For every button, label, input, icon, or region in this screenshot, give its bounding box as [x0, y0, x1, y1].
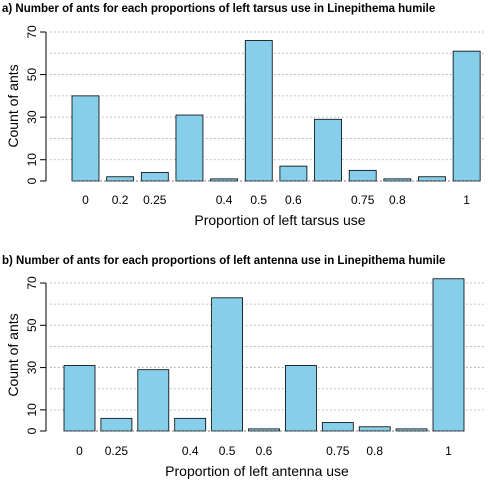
- panel-b-bar: [63, 365, 96, 432]
- panel-a-y-tick-label: 10: [25, 153, 39, 167]
- panel-b-y-tick-label: 50: [25, 318, 39, 332]
- panel-a-bar: [106, 176, 135, 182]
- panel-a-bar: [348, 169, 377, 182]
- panel-b-y-tick-label: 0: [25, 427, 39, 434]
- panel-b-bar: [321, 422, 354, 432]
- panel-a-x-tick-label: 0.2: [112, 193, 129, 207]
- panel-b-x-tick-label: 0.4: [182, 444, 199, 458]
- panel-a-y-tick-label: 70: [25, 25, 39, 39]
- panel-b-y-tick-label: 30: [25, 361, 39, 375]
- panel-b-x-tick-label: 0.25: [105, 444, 129, 458]
- panel-a-bar: [140, 172, 169, 182]
- panel-b-bar: [211, 297, 244, 432]
- panel-a-x-tick-label: 0.75: [351, 193, 375, 207]
- panel-b: b) Number of ants for each proportions o…: [2, 255, 485, 479]
- panel-b-y-tick-label: 70: [25, 276, 39, 290]
- panel-b-title: b) Number of ants for each proportions o…: [2, 255, 445, 267]
- panel-a: a) Number of ants for each proportions o…: [2, 3, 485, 228]
- panel-a-x-tick-label: 1: [463, 193, 470, 207]
- panel-a-bar: [452, 50, 481, 182]
- panel-a-x-tick-label: 0.5: [250, 193, 267, 207]
- panel-b-x-tick-label: 0.6: [256, 444, 273, 458]
- panel-b-bar: [100, 417, 133, 432]
- panel-a-y-axis-label: Count of ants: [5, 64, 21, 147]
- panel-b-x-tick-label: 0: [76, 444, 83, 458]
- panel-a-x-tick-label: 0: [82, 193, 89, 207]
- panel-a-y-tick-label: 30: [25, 110, 39, 124]
- panel-a-bar: [418, 176, 446, 182]
- panel-a-y-tick-label: 50: [25, 68, 39, 82]
- panel-b-y-tick-label: 10: [25, 403, 39, 417]
- panel-b-bar: [432, 278, 465, 432]
- panel-b-x-axis-label: Proportion of left antenna use: [165, 463, 349, 479]
- panel-a-bar: [244, 40, 273, 182]
- panel-a-x-tick-label: 0.25: [143, 193, 167, 207]
- panel-b-x-tick-label: 0.75: [326, 444, 350, 458]
- panel-a-bar: [314, 118, 342, 182]
- panel-a-x-tick-label: 0.6: [285, 193, 302, 207]
- panel-a-bar: [71, 95, 100, 182]
- panel-b-bar: [395, 428, 428, 432]
- panel-b-bar: [358, 426, 391, 432]
- panel-a-bar: [175, 114, 204, 182]
- panel-a-x-tick-label: 0.8: [389, 193, 406, 207]
- panel-b-x-tick-label: 0.5: [219, 444, 236, 458]
- panel-a-y-tick-label: 0: [25, 177, 39, 184]
- panel-a-x-tick-label: 0.4: [216, 193, 233, 207]
- panel-a-bar: [279, 165, 308, 182]
- panel-a-title: a) Number of ants for each proportions o…: [2, 3, 435, 15]
- panel-b-x-tick-label: 1: [445, 444, 452, 458]
- panel-b-bar: [284, 365, 317, 432]
- panel-b-x-tick-label: 0.8: [366, 444, 383, 458]
- panel-a-x-axis-label: Proportion of left tarsus use: [194, 212, 365, 228]
- panel-b-bar: [174, 417, 207, 432]
- panel-b-y-axis-label: Count of ants: [5, 313, 21, 396]
- panel-b-bar: [137, 369, 170, 432]
